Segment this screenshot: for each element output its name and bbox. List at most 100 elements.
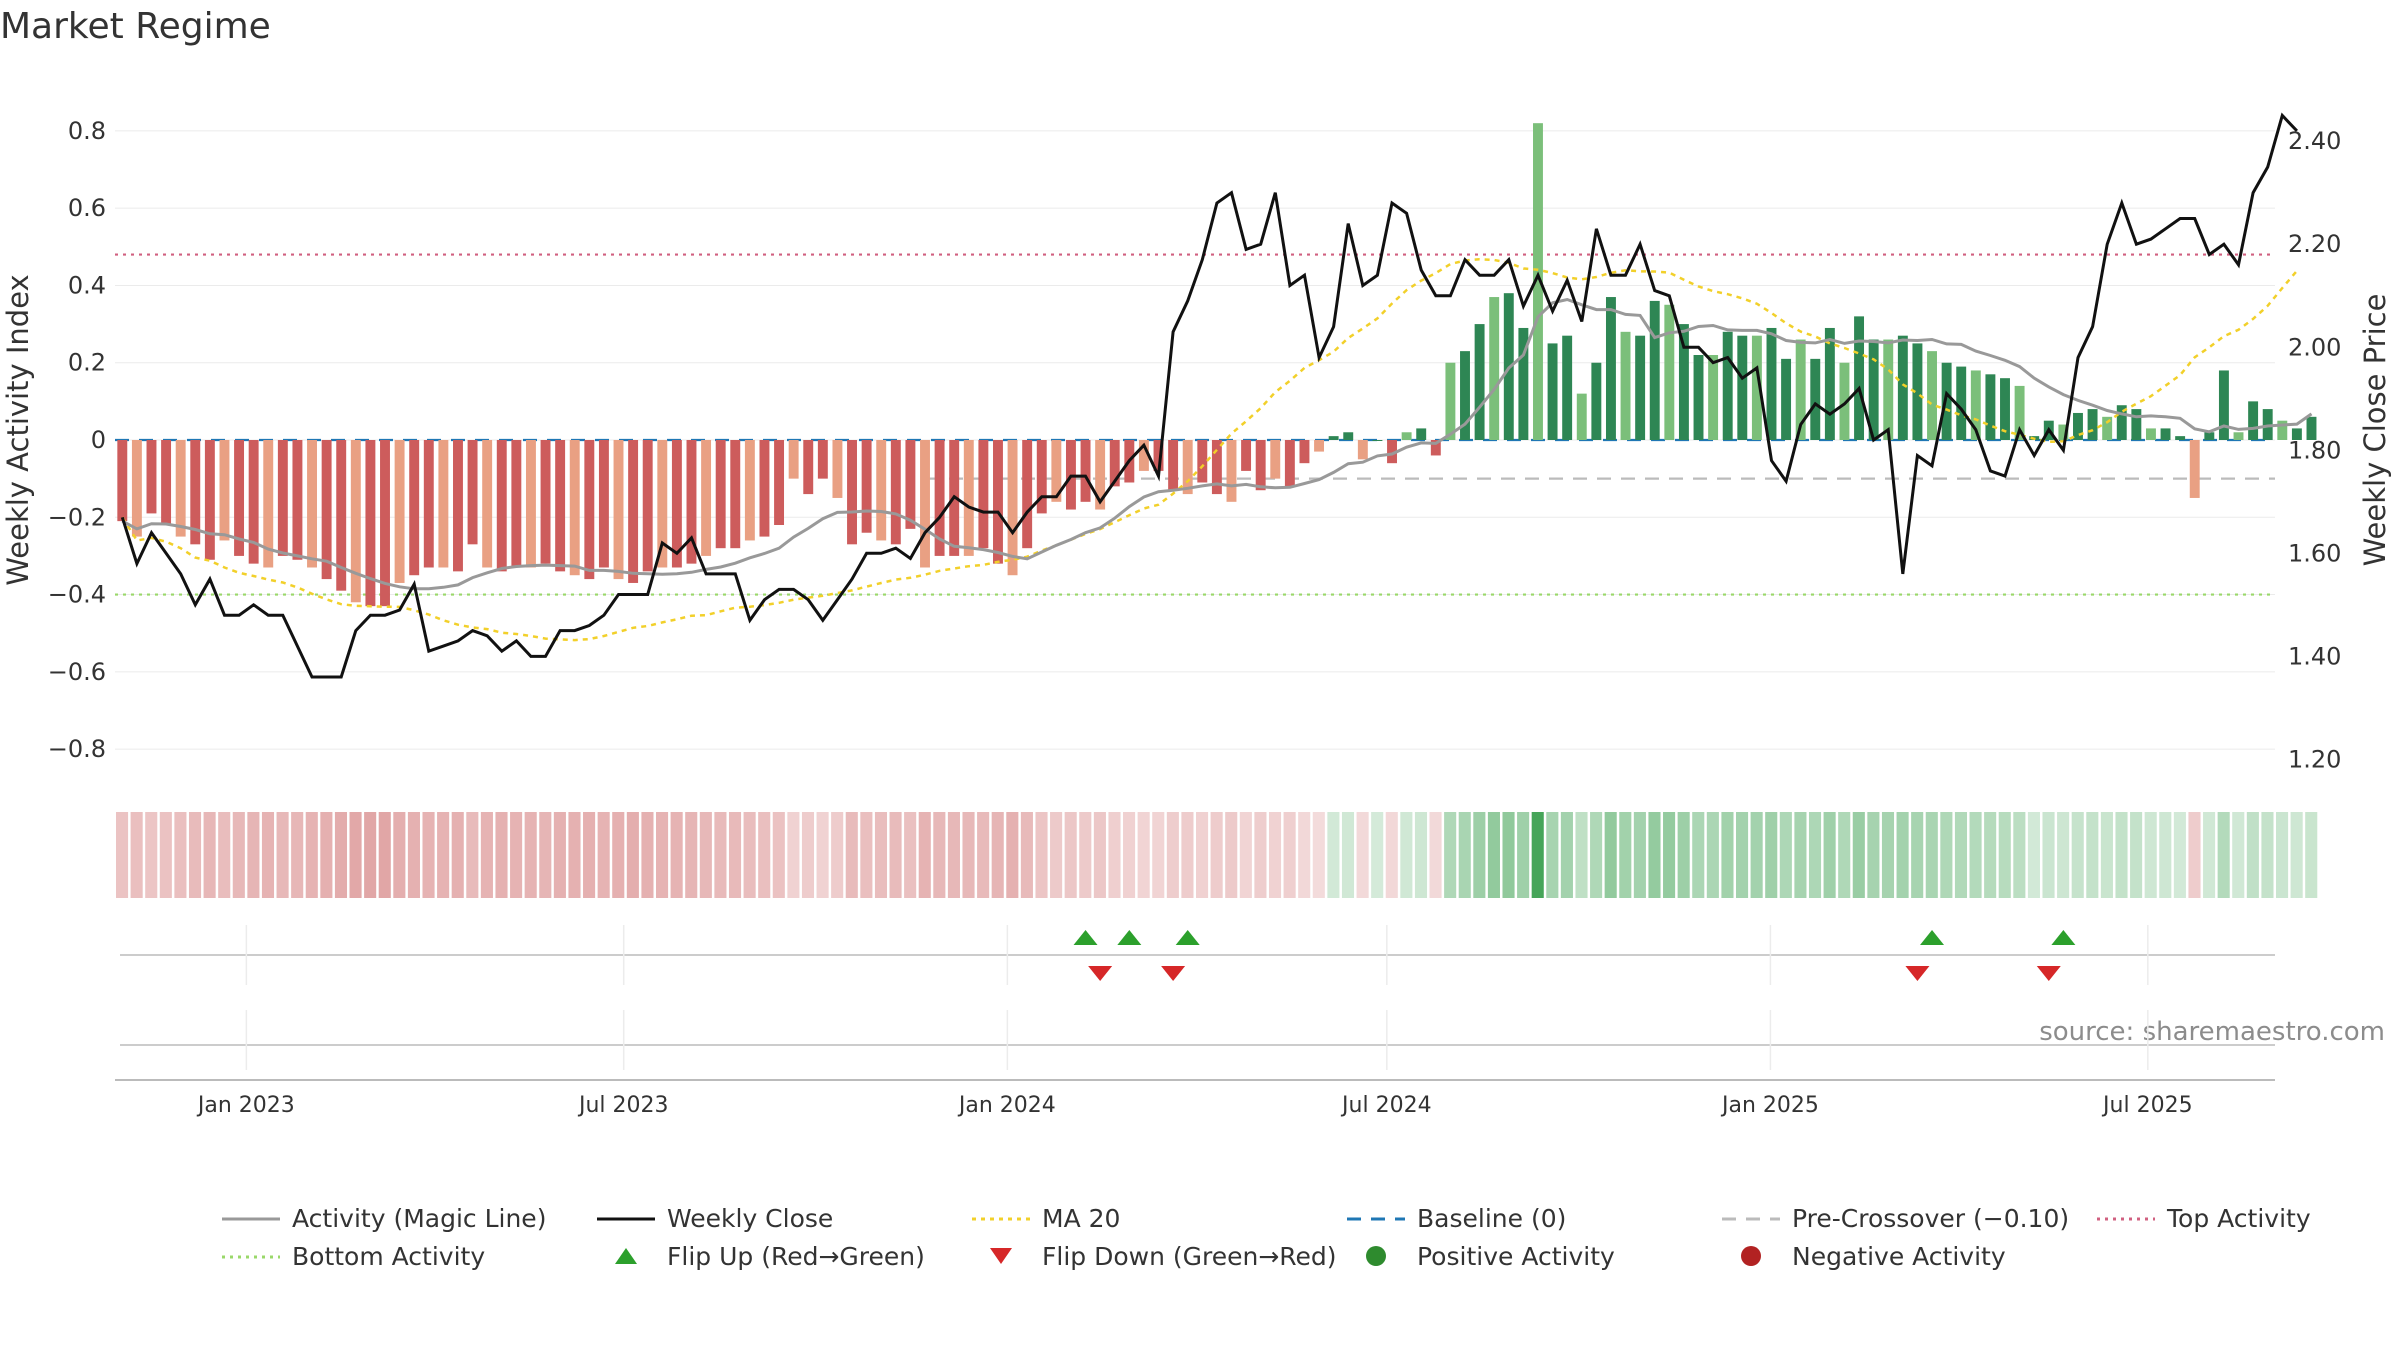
legend-item: Flip Up (Red→Green) xyxy=(615,1242,925,1271)
right-tick-label: 2.00 xyxy=(2288,333,2341,361)
activity-bar xyxy=(234,440,245,556)
flip-down-marker xyxy=(1905,966,1930,981)
legend-item: MA 20 xyxy=(972,1204,1120,1233)
regime-strip-cell xyxy=(1765,812,1778,898)
flip-down-marker xyxy=(2036,966,2061,981)
regime-strip-cell xyxy=(1619,812,1632,898)
x-tick-label: Jan 2025 xyxy=(1720,1093,1819,1118)
regime-strip-cell xyxy=(1210,812,1223,898)
activity-bar xyxy=(1591,362,1602,440)
legend-label: Activity (Magic Line) xyxy=(292,1204,546,1233)
activity-bar xyxy=(569,440,580,576)
regime-strip-cell xyxy=(1896,812,1909,898)
legend-swatch xyxy=(990,1248,1012,1264)
regime-strip-cell xyxy=(1020,812,1033,898)
activity-bar xyxy=(1533,123,1543,440)
activity-bar xyxy=(1314,440,1325,452)
regime-strip-cell xyxy=(495,812,508,898)
regime-strip-cell xyxy=(291,812,304,898)
x-tick-label: Jan 2024 xyxy=(957,1093,1056,1118)
activity-bar xyxy=(394,440,405,583)
activity-bar xyxy=(1956,366,1967,440)
regime-strip-cell xyxy=(670,812,683,898)
regime-strip-cell xyxy=(159,812,172,898)
regime-strip-cell xyxy=(145,812,158,898)
activity-bar xyxy=(1810,358,1821,440)
activity-bar xyxy=(686,440,697,564)
activity-bar xyxy=(832,440,843,498)
activity-bar xyxy=(1051,440,1062,502)
regime-strip-cell xyxy=(962,812,975,898)
regime-strip-cell xyxy=(933,812,946,898)
regime-strip-cell xyxy=(656,812,669,898)
activity-bar xyxy=(1927,351,1937,440)
regime-strip-cell xyxy=(1356,812,1369,898)
legend-item: Activity (Magic Line) xyxy=(222,1204,546,1233)
regime-strip-cell xyxy=(218,812,231,898)
activity-bar xyxy=(1941,362,1952,440)
activity-bar xyxy=(1197,440,1208,483)
activity-bar xyxy=(2014,385,2025,440)
regime-strip-cell xyxy=(845,812,858,898)
flip-up-marker xyxy=(1175,930,1200,945)
activity-bar xyxy=(1824,327,1835,440)
regime-strip-cell xyxy=(2305,812,2318,898)
series-lines xyxy=(120,112,2313,679)
x-tick-label: Jul 2025 xyxy=(2101,1093,2193,1118)
left-axis-ticks: 0.8 0.6 0.4 0.2 0 −0.2 −0.4 −0.6 −0.8 xyxy=(48,117,106,763)
regime-strip-cell xyxy=(583,812,596,898)
activity-bar xyxy=(190,440,201,545)
activity-bar xyxy=(1795,339,1806,440)
activity-bar xyxy=(248,440,259,564)
regime-strip-cell xyxy=(977,812,990,898)
regime-strip-cell xyxy=(2086,812,2099,898)
regime-strip-cell xyxy=(524,812,537,898)
regime-strip-cell xyxy=(130,812,143,898)
regime-strip-cell xyxy=(261,812,275,898)
x-axis-ticks: Jan 2023 Jul 2023 Jan 2024 Jul 2024 Jan 2025… xyxy=(196,925,2193,1118)
regime-strip-cell xyxy=(816,812,829,898)
regime-strip-cell xyxy=(2057,812,2070,898)
activity-bar xyxy=(1722,331,1733,440)
left-tick-label: −0.2 xyxy=(48,503,106,531)
regime-strip-cell xyxy=(2246,812,2259,898)
flip-up-marker xyxy=(1920,930,1945,945)
regime-strip-cell xyxy=(904,812,917,898)
regime-strip-cell xyxy=(2188,812,2201,898)
activity-bar xyxy=(1153,440,1164,471)
activity-bar xyxy=(453,440,463,572)
regime-strip-cell xyxy=(1736,812,1749,898)
activity-bar xyxy=(161,440,172,525)
legend-label: Weekly Close xyxy=(667,1204,833,1233)
regime-strip-cell xyxy=(772,812,785,898)
regime-strip-cell xyxy=(728,812,742,898)
activity-bar xyxy=(467,440,478,545)
bottom-panel xyxy=(115,1044,2275,1081)
regime-strip-cell xyxy=(2027,812,2040,898)
regime-strip-cell xyxy=(2290,812,2303,898)
activity-bar xyxy=(1635,335,1646,440)
regime-strip-cell xyxy=(1429,812,1442,898)
activity-bar xyxy=(1985,374,1996,440)
activity-bar xyxy=(540,440,551,564)
legend-item: Bottom Activity xyxy=(222,1242,485,1271)
regime-strip-cell xyxy=(349,812,362,898)
regime-strip-cell xyxy=(1371,812,1384,898)
regime-strip-cell xyxy=(2203,812,2216,898)
activity-bar xyxy=(117,440,128,522)
right-tick-label: 2.40 xyxy=(2288,127,2341,155)
activity-bar xyxy=(730,440,741,549)
activity-bar xyxy=(788,440,799,479)
left-tick-label: 0.8 xyxy=(68,117,106,145)
regime-strip-cell xyxy=(1414,812,1428,898)
left-tick-label: 0.2 xyxy=(68,349,106,377)
regime-strip-cell xyxy=(1984,812,1997,898)
activity-bar xyxy=(1328,436,1339,440)
activity-bar xyxy=(905,440,916,529)
activity-bar xyxy=(613,440,624,580)
activity-bar xyxy=(131,440,142,537)
activity-bar xyxy=(671,440,682,568)
activity-bar xyxy=(584,440,595,580)
regime-strip-cell xyxy=(407,812,420,898)
activity-bar xyxy=(744,440,755,541)
